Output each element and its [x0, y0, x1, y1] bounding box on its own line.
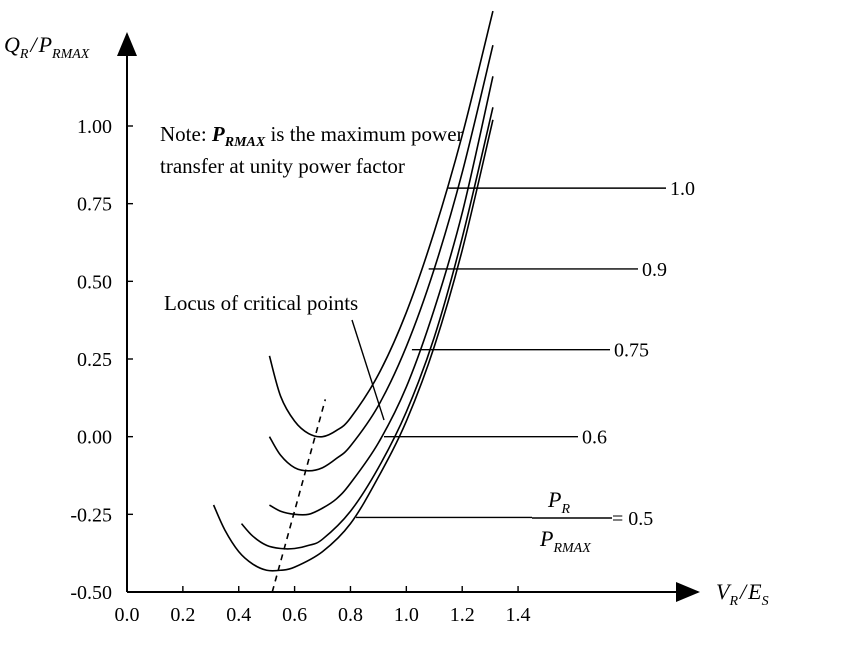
series-line-0-75 [269, 76, 494, 516]
y-tick-label: -0.50 [70, 582, 112, 604]
locus-label: Locus of critical points [164, 291, 358, 315]
x-tick-label: 0.2 [170, 604, 195, 626]
x-tick-label: 0.4 [226, 604, 251, 626]
series-line-0-6 [240, 107, 494, 550]
leaders-group: 1.0 0.9 0.75 0.6 [356, 178, 695, 519]
series-value-label: 1.0 [670, 178, 695, 200]
x-tick-label: 0.6 [282, 604, 307, 626]
y-tick-label: -0.25 [70, 504, 112, 526]
ratio-denominator: PRMAX [539, 526, 591, 556]
y-axis-label: QR/PRMAX [4, 32, 90, 62]
x-tick-label: 0.0 [115, 604, 140, 626]
series-line-0-5 [212, 119, 494, 572]
y-tick-label: 0.50 [77, 271, 112, 293]
y-tick-label: 0.25 [77, 349, 112, 371]
locus-pointer [351, 319, 385, 421]
x-ticks: 0.0 0.2 0.4 0.6 0.8 1.0 1.2 1.4 [115, 586, 531, 626]
note-line-2: transfer at unity power factor [160, 154, 405, 178]
note-line-1: Note: PRMAX is the maximum power [160, 122, 464, 150]
ratio-suffix: = 0.5 [612, 508, 653, 530]
x-axis-label: VR/ES [716, 579, 769, 609]
y-tick-label: 1.00 [77, 116, 112, 138]
x-tick-label: 1.4 [506, 604, 531, 626]
x-tick-label: 1.0 [394, 604, 419, 626]
x-tick-label: 1.2 [450, 604, 475, 626]
series-group [212, 10, 494, 572]
series-value-label: 0.9 [642, 259, 667, 281]
series-line-1-0 [268, 10, 494, 438]
ratio-numerator: PR [547, 487, 570, 517]
y-tick-label: 0.75 [77, 194, 112, 216]
series-value-label: 0.75 [614, 340, 649, 362]
locus-line [271, 399, 327, 593]
x-tick-label: 0.8 [338, 604, 363, 626]
y-tick-label: 0.00 [77, 427, 112, 449]
series-line-0-9 [268, 45, 494, 472]
ratio-label: PR PRMAX = 0.5 [532, 487, 653, 556]
series-value-label: 0.6 [582, 427, 607, 449]
y-ticks: -0.50 -0.25 0.00 0.25 0.50 0.75 1.00 [70, 116, 133, 604]
